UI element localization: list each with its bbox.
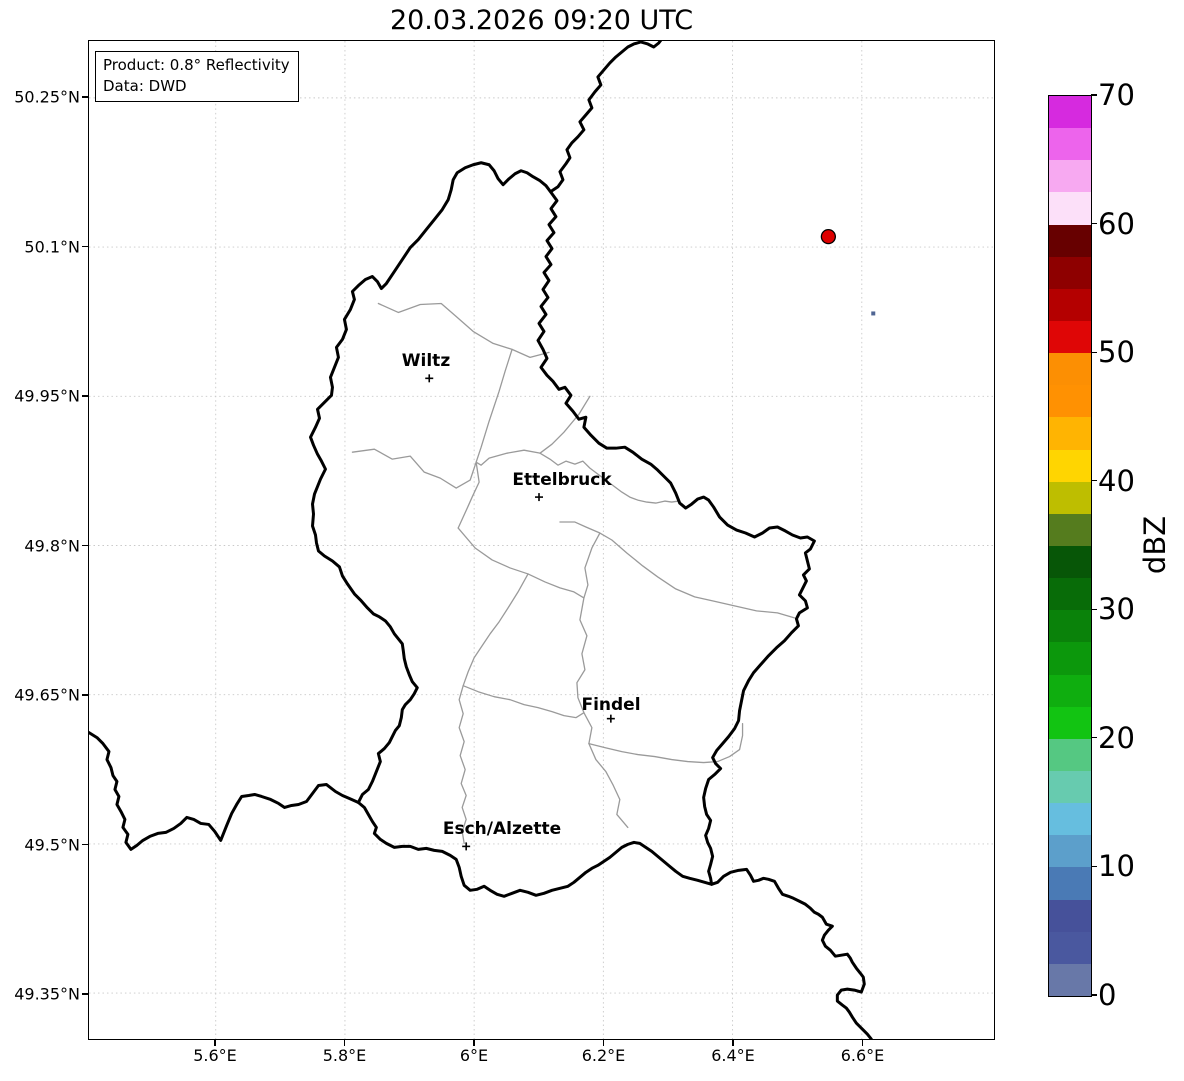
x-tick-mark: [343, 1040, 346, 1046]
x-tick-label: 5.6°E: [193, 1046, 237, 1065]
colorbar-tick-mark: [1091, 480, 1097, 482]
colorbar-segment: [1049, 256, 1091, 289]
colorbar-segment: [1049, 642, 1091, 675]
city-label-ettelbruck: Ettelbruck: [512, 470, 612, 490]
colorbar-tick-label: 70: [1098, 78, 1135, 112]
colorbar-tick-label: 50: [1098, 335, 1135, 370]
colorbar-unit-label: dBZ: [1138, 515, 1172, 575]
district-borders: [351, 302, 796, 845]
colorbar-segment: [1049, 224, 1091, 257]
border-belgium-france: [89, 731, 360, 851]
city-markers: [425, 374, 615, 851]
x-tick-label: 6°E: [459, 1046, 489, 1065]
radar-echo: [871, 311, 876, 316]
x-tick-label: 6.4°E: [711, 1046, 755, 1065]
colorbar-segment: [1049, 835, 1091, 868]
y-tick-label: 49.5°N: [24, 835, 80, 854]
colorbar-segment: [1049, 160, 1091, 193]
colorbar-segment: [1049, 385, 1091, 418]
y-tick-mark: [82, 694, 88, 696]
city-label-esch: Esch/Alzette: [442, 819, 562, 839]
city-marker-findel: [606, 714, 615, 723]
colorbar-tick-label: 10: [1098, 849, 1135, 884]
city-marker-wiltz: [425, 374, 434, 383]
y-tick-label: 49.35°N: [14, 984, 80, 1004]
colorbar-segment: [1049, 674, 1091, 707]
map-axes: Product: 0.8° Reflectivity Data: DWD: [88, 40, 995, 1040]
y-tick-mark: [82, 395, 88, 397]
colorbar-segment: [1049, 449, 1091, 482]
y-tick-label: 49.95°N: [14, 386, 80, 406]
product-info-line1: Product: 0.8° Reflectivity: [103, 56, 290, 74]
y-tick-label: 49.8°N: [24, 536, 80, 555]
colorbar-segment: [1049, 770, 1091, 804]
colorbar-tick-label: 20: [1098, 720, 1135, 755]
y-tick-label: 49.65°N: [14, 685, 80, 705]
graticule: [89, 41, 994, 1039]
city-marker-ettelbruck: [535, 493, 543, 502]
y-tick-mark: [82, 96, 88, 98]
x-tick-mark: [861, 1040, 864, 1046]
colorbar-segment: [1049, 288, 1091, 321]
colorbar-segment: [1049, 803, 1091, 836]
x-tick-label: 5.8°E: [322, 1046, 367, 1065]
colorbar-segment: [1049, 963, 1091, 996]
y-tick-label: 50.25°N: [14, 87, 80, 107]
x-tick-mark: [602, 1040, 605, 1046]
figure-title: 20.03.2026 09:20 UTC: [389, 5, 694, 36]
colorbar-segment: [1049, 578, 1091, 611]
colorbar-segment: [1049, 610, 1091, 643]
radar-echo: [820, 228, 836, 245]
colorbar-tick-label: 60: [1098, 206, 1135, 241]
x-tick-mark: [732, 1040, 734, 1046]
x-tick-label: 6.2°E: [581, 1046, 626, 1065]
x-tick-mark: [473, 1040, 475, 1046]
country-borders: [89, 41, 873, 1039]
colorbar-segment: [1049, 320, 1091, 354]
colorbar-segment: [1049, 931, 1091, 964]
colorbar-tick-mark: [1091, 351, 1097, 353]
city-label-findel: Findel: [581, 695, 641, 715]
colorbar-segment: [1049, 513, 1091, 546]
colorbar-tick-mark: [1091, 94, 1097, 96]
colorbar-segment: [1049, 899, 1091, 932]
colorbar-tick-mark: [1091, 994, 1097, 996]
colorbar-tick-mark: [1091, 865, 1097, 868]
colorbar-segment: [1049, 417, 1091, 450]
colorbar-segment: [1049, 738, 1091, 771]
colorbar-segment: [1049, 867, 1091, 900]
colorbar-tick-mark: [1091, 222, 1097, 225]
city-label-wiltz: Wiltz: [401, 351, 451, 371]
y-tick-mark: [82, 544, 88, 547]
border-germany-france: [710, 867, 873, 1039]
border-germany-belgium: [550, 41, 663, 193]
y-tick-mark: [82, 245, 88, 248]
colorbar-segment: [1049, 192, 1091, 225]
colorbar-tick-mark: [1091, 737, 1097, 739]
colorbar-tick-label: 40: [1098, 463, 1135, 498]
y-tick-mark: [82, 843, 88, 846]
colorbar-segment: [1049, 481, 1091, 514]
product-info-line2: Data: DWD: [103, 77, 187, 95]
colorbar-segment: [1049, 545, 1091, 579]
colorbar: [1048, 95, 1092, 997]
colorbar-segment: [1049, 128, 1091, 161]
colorbar-segment: [1049, 353, 1091, 386]
x-tick-mark: [214, 1040, 216, 1046]
map-canvas: [89, 41, 994, 1039]
colorbar-segment: [1049, 706, 1091, 739]
city-marker-esch: [462, 842, 471, 851]
product-info-box: Product: 0.8° Reflectivity Data: DWD: [95, 51, 299, 102]
colorbar-segment: [1049, 96, 1091, 129]
luxembourg-outline: [309, 161, 816, 898]
y-tick-label: 50.1°N: [24, 237, 80, 256]
colorbar-tick-mark: [1091, 608, 1097, 610]
colorbar-tick-label: 0: [1098, 978, 1117, 1012]
radar-echo-layer: [820, 228, 876, 316]
x-tick-label: 6.6°E: [840, 1046, 885, 1065]
colorbar-tick-label: 30: [1098, 592, 1135, 627]
y-tick-mark: [82, 993, 88, 995]
